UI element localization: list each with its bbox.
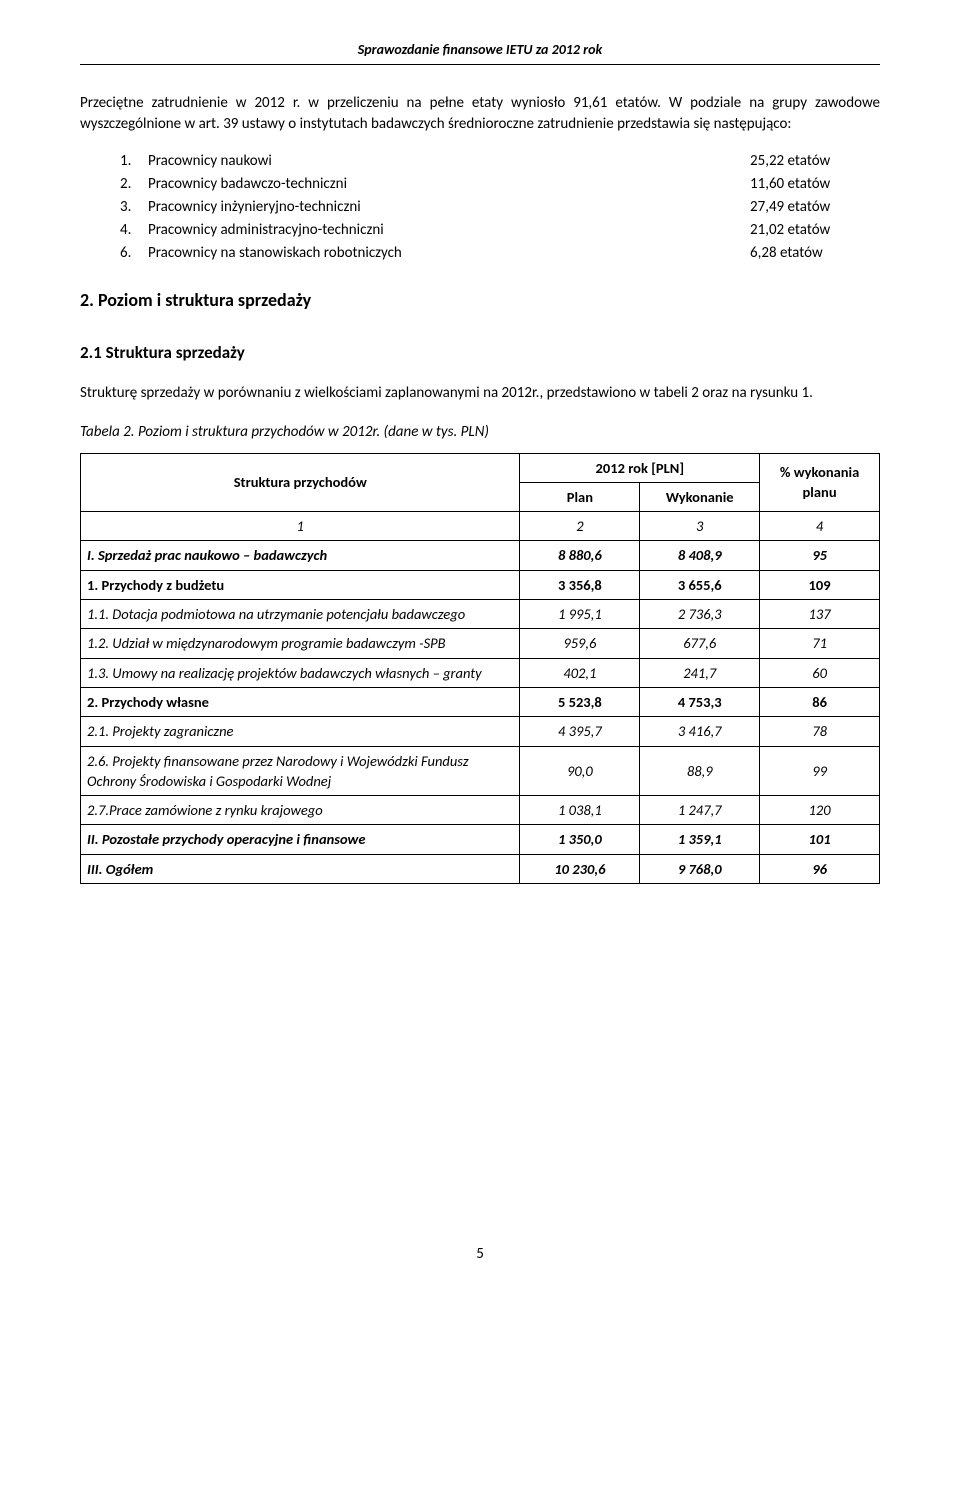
section-2-title: 2. Poziom i struktura sprzedaży <box>80 288 880 313</box>
colnum-1: 1 <box>81 512 520 541</box>
table-header-structure: Struktura przychodów <box>81 453 520 512</box>
section-2-1-paragraph: Strukturę sprzedaży w porównaniu z wielk… <box>80 383 880 404</box>
table-cell-plan: 1 350,0 <box>520 825 640 854</box>
table-row: 1. Przychody z budżetu3 356,83 655,6109 <box>81 570 880 599</box>
list-item-label: Pracownicy naukowi <box>148 151 750 172</box>
colnum-2: 2 <box>520 512 640 541</box>
section-2-1-title: 2.1 Struktura sprzedaży <box>80 341 880 365</box>
list-item-number: 2. <box>120 174 148 195</box>
table-cell-wyk: 1 359,1 <box>640 825 760 854</box>
table-row: 2. Przychody własne5 523,84 753,386 <box>81 687 880 716</box>
table-cell-plan: 959,6 <box>520 629 640 658</box>
list-item-number: 4. <box>120 220 148 241</box>
list-item-label: Pracownicy na stanowiskach robotniczych <box>148 243 750 264</box>
table-column-numbers: 1 2 3 4 <box>81 512 880 541</box>
list-item-value: 25,22 etatów <box>750 151 880 172</box>
table-cell-pct: 95 <box>760 541 880 570</box>
table-cell-pct: 86 <box>760 687 880 716</box>
table-cell-plan: 10 230,6 <box>520 854 640 883</box>
table-cell-plan: 3 356,8 <box>520 570 640 599</box>
list-item-label: Pracownicy badawczo-techniczni <box>148 174 750 195</box>
table-cell-wyk: 8 408,9 <box>640 541 760 570</box>
table-cell-pct: 60 <box>760 658 880 687</box>
list-item-number: 1. <box>120 151 148 172</box>
intro-paragraph: Przeciętne zatrudnienie w 2012 r. w prze… <box>80 93 880 135</box>
table-cell-wyk: 2 736,3 <box>640 600 760 629</box>
table-cell-label: 2. Przychody własne <box>81 687 520 716</box>
table-cell-wyk: 1 247,7 <box>640 796 760 825</box>
colnum-4: 4 <box>760 512 880 541</box>
table-cell-pct: 120 <box>760 796 880 825</box>
table-cell-wyk: 3 416,7 <box>640 717 760 746</box>
table-header-year: 2012 rok [PLN] <box>520 453 760 482</box>
list-item-value: 27,49 etatów <box>750 197 880 218</box>
table-cell-label: 2.1. Projekty zagraniczne <box>81 717 520 746</box>
table-caption: Tabela 2. Poziom i struktura przychodów … <box>80 422 880 443</box>
table-cell-label: III. Ogółem <box>81 854 520 883</box>
table-cell-pct: 78 <box>760 717 880 746</box>
table-row: I. Sprzedaż prac naukowo – badawczych8 8… <box>81 541 880 570</box>
table-cell-label: II. Pozostałe przychody operacyjne i fin… <box>81 825 520 854</box>
table-cell-plan: 402,1 <box>520 658 640 687</box>
table-cell-plan: 8 880,6 <box>520 541 640 570</box>
list-item: 2.Pracownicy badawczo-techniczni11,60 et… <box>120 174 880 195</box>
employment-list: 1.Pracownicy naukowi25,22 etatów2.Pracow… <box>120 151 880 264</box>
table-row: II. Pozostałe przychody operacyjne i fin… <box>81 825 880 854</box>
table-row: 2.7.Prace zamówione z rynku krajowego1 0… <box>81 796 880 825</box>
table-row: 2.1. Projekty zagraniczne4 395,73 416,77… <box>81 717 880 746</box>
revenue-table: Struktura przychodów 2012 rok [PLN] % wy… <box>80 453 880 884</box>
table-cell-plan: 1 038,1 <box>520 796 640 825</box>
table-cell-label: 2.7.Prace zamówione z rynku krajowego <box>81 796 520 825</box>
colnum-3: 3 <box>640 512 760 541</box>
table-cell-wyk: 241,7 <box>640 658 760 687</box>
table-cell-label: I. Sprzedaż prac naukowo – badawczych <box>81 541 520 570</box>
list-item-value: 21,02 etatów <box>750 220 880 241</box>
list-item-label: Pracownicy administracyjno-techniczni <box>148 220 750 241</box>
document-header: Sprawozdanie finansowe IETU za 2012 rok <box>80 40 880 65</box>
table-row: 2.6. Projekty finansowane przez Narodowy… <box>81 746 880 796</box>
table-cell-plan: 4 395,7 <box>520 717 640 746</box>
table-cell-plan: 90,0 <box>520 746 640 796</box>
table-row: 1.3. Umowy na realizację projektów badaw… <box>81 658 880 687</box>
table-cell-pct: 71 <box>760 629 880 658</box>
table-cell-label: 1. Przychody z budżetu <box>81 570 520 599</box>
table-header-plan: Plan <box>520 482 640 511</box>
table-cell-pct: 109 <box>760 570 880 599</box>
list-item: 1.Pracownicy naukowi25,22 etatów <box>120 151 880 172</box>
table-cell-wyk: 3 655,6 <box>640 570 760 599</box>
table-cell-plan: 1 995,1 <box>520 600 640 629</box>
table-cell-label: 1.1. Dotacja podmiotowa na utrzymanie po… <box>81 600 520 629</box>
table-cell-pct: 137 <box>760 600 880 629</box>
table-cell-wyk: 88,9 <box>640 746 760 796</box>
list-item-value: 11,60 etatów <box>750 174 880 195</box>
table-cell-pct: 101 <box>760 825 880 854</box>
list-item-value: 6,28 etatów <box>750 243 880 264</box>
list-item-label: Pracownicy inżynieryjno-techniczni <box>148 197 750 218</box>
table-cell-wyk: 4 753,3 <box>640 687 760 716</box>
list-item: 4.Pracownicy administracyjno-techniczni2… <box>120 220 880 241</box>
table-row: III. Ogółem10 230,69 768,096 <box>81 854 880 883</box>
list-item: 6.Pracownicy na stanowiskach robotniczyc… <box>120 243 880 264</box>
list-item-number: 3. <box>120 197 148 218</box>
table-cell-pct: 96 <box>760 854 880 883</box>
table-header-pct: % wykonania planu <box>760 453 880 512</box>
table-header-wyk: Wykonanie <box>640 482 760 511</box>
table-row: 1.2. Udział w międzynarodowym programie … <box>81 629 880 658</box>
table-cell-wyk: 677,6 <box>640 629 760 658</box>
list-item: 3.Pracownicy inżynieryjno-techniczni27,4… <box>120 197 880 218</box>
table-cell-label: 1.2. Udział w międzynarodowym programie … <box>81 629 520 658</box>
table-cell-label: 2.6. Projekty finansowane przez Narodowy… <box>81 746 520 796</box>
table-cell-label: 1.3. Umowy na realizację projektów badaw… <box>81 658 520 687</box>
table-row: 1.1. Dotacja podmiotowa na utrzymanie po… <box>81 600 880 629</box>
table-cell-pct: 99 <box>760 746 880 796</box>
table-cell-plan: 5 523,8 <box>520 687 640 716</box>
page-number: 5 <box>80 1244 880 1265</box>
list-item-number: 6. <box>120 243 148 264</box>
table-cell-wyk: 9 768,0 <box>640 854 760 883</box>
table-header-row-1: Struktura przychodów 2012 rok [PLN] % wy… <box>81 453 880 482</box>
